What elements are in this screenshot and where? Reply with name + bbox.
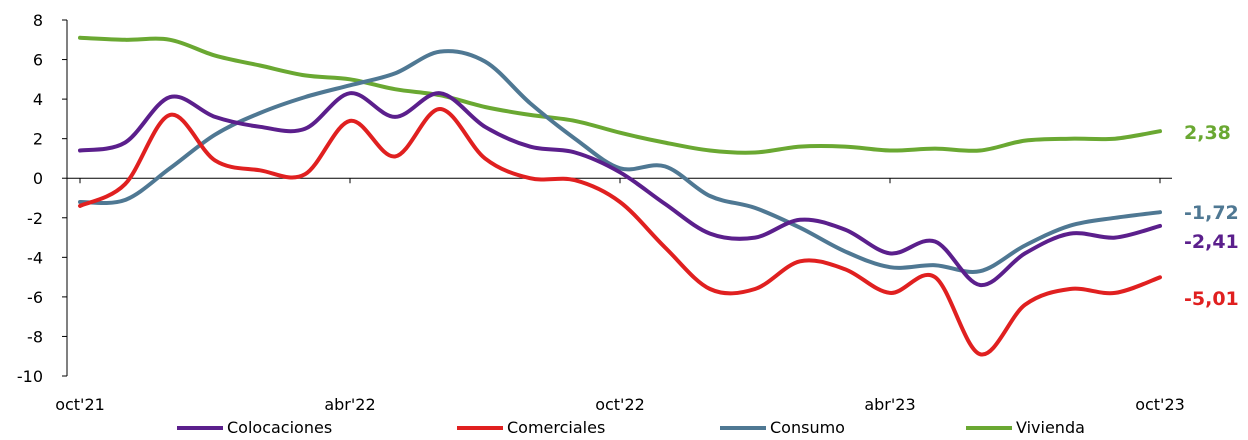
legend-swatch (720, 425, 766, 430)
legend-item-consumo: Consumo (720, 418, 845, 437)
y-tick-label: -8 (27, 327, 43, 346)
y-tick-label: 0 (33, 169, 43, 188)
legend-swatch (457, 425, 503, 430)
y-tick-label: 4 (33, 90, 43, 109)
legend-label: Vivienda (1016, 418, 1085, 437)
y-axis-ticks: 8 6 4 2 0 -2 -4 -6 -8 -10 (17, 11, 67, 386)
y-tick-label: -6 (27, 288, 43, 307)
x-tick-label: oct'23 (1135, 395, 1185, 414)
series-lines (78, 35, 1162, 357)
legend: Colocaciones Comerciales Consumo Vivienda (0, 418, 1248, 440)
x-tick-label: oct'22 (595, 395, 645, 414)
y-tick-label: -4 (27, 248, 43, 267)
x-tick-label: abr'22 (324, 395, 375, 414)
series-line-consumo (78, 49, 1162, 274)
end-label-consumo: -1,72 (1184, 202, 1239, 224)
legend-label: Comerciales (507, 418, 606, 437)
y-tick-label: 2 (33, 130, 43, 149)
end-label-colocaciones: -2,41 (1184, 231, 1239, 253)
y-tick-label: 6 (33, 51, 43, 70)
legend-swatch (966, 425, 1012, 430)
line-chart: 8 6 4 2 0 -2 -4 -6 -8 -10 oct'21 abr'22 oct'22 abr'2… (17, 11, 1239, 414)
y-tick-label: -10 (17, 367, 43, 386)
y-tick-label: -2 (27, 209, 43, 228)
series-line-comerciales (78, 106, 1162, 357)
axes (66, 20, 1172, 376)
x-tick-label: abr'23 (864, 395, 915, 414)
legend-swatch (177, 425, 223, 430)
legend-item-vivienda: Vivienda (966, 418, 1085, 437)
legend-item-comerciales: Comerciales (457, 418, 605, 437)
end-labels: -2,41 -5,01 -1,72 2,38 (1184, 122, 1239, 310)
series-line-vivienda (78, 35, 1162, 155)
end-label-vivienda: 2,38 (1184, 122, 1231, 144)
x-tick-label: oct'21 (55, 395, 105, 414)
legend-label: Colocaciones (227, 418, 333, 437)
y-tick-label: 8 (33, 11, 43, 30)
end-label-comerciales: -5,01 (1184, 288, 1239, 310)
series-line-colocaciones (78, 91, 1162, 287)
legend-label: Consumo (770, 418, 845, 437)
x-axis-ticks: oct'21 abr'22 oct'22 abr'23 oct'23 (55, 178, 1185, 414)
legend-item-colocaciones: Colocaciones (177, 418, 332, 437)
